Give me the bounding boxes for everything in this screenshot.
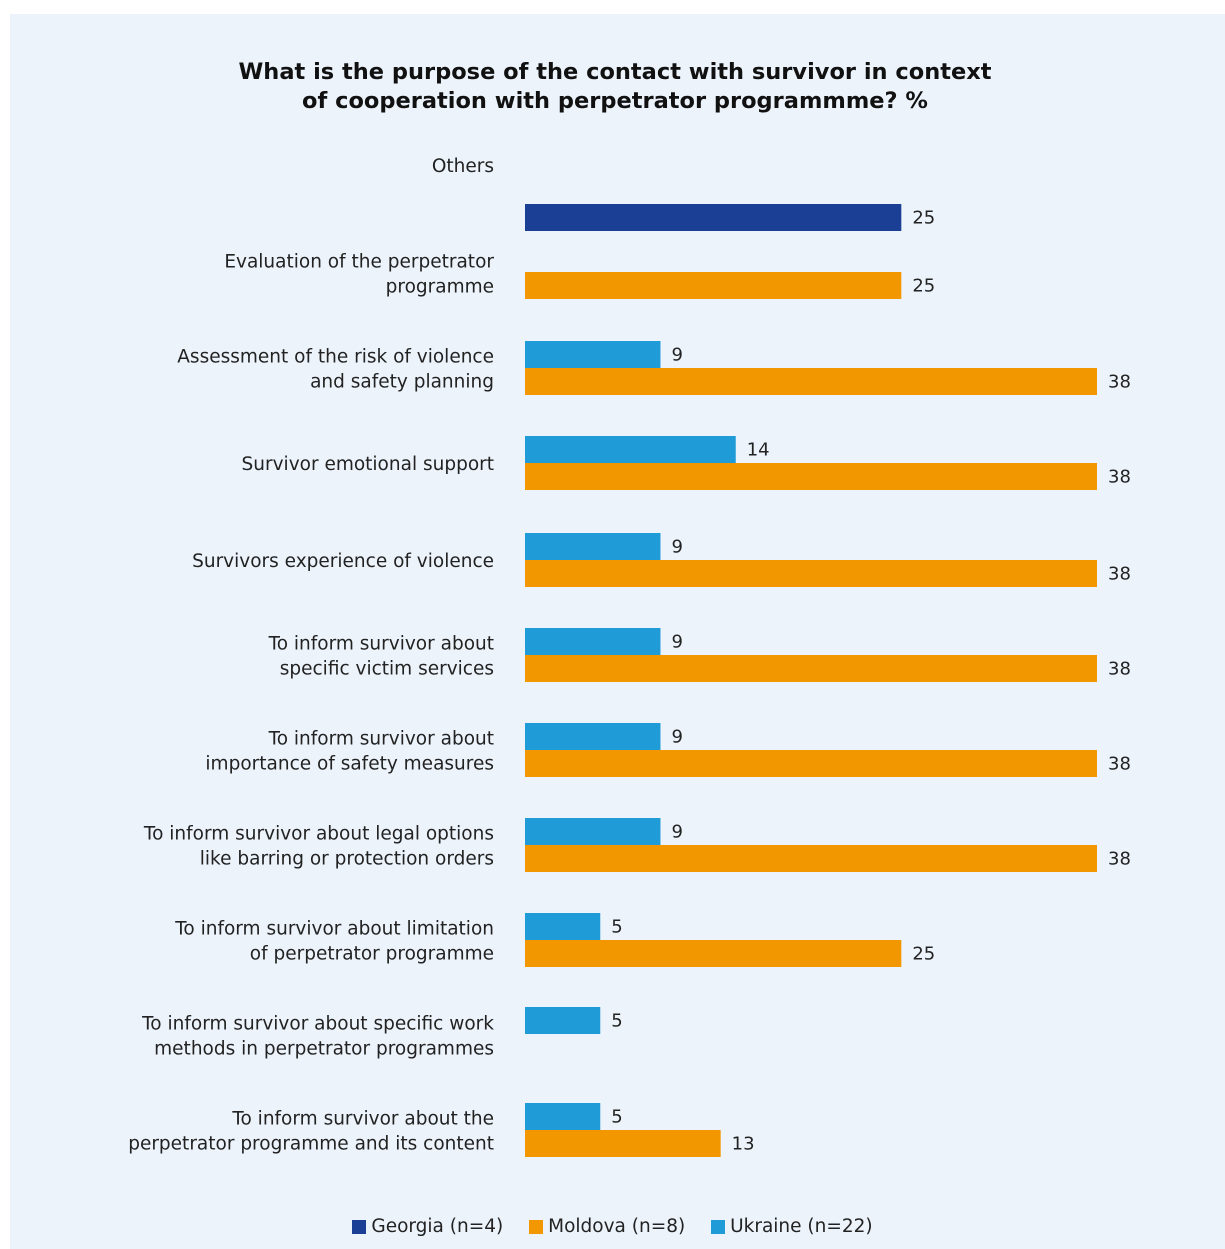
legend: Georgia (n=4) Moldova (n=8) Ukraine (n=2… bbox=[0, 1216, 1225, 1239]
category-label-assessment-of-the-risk-of-violence-and-safety-planning-line-2: and safety planning bbox=[310, 372, 494, 393]
value-label-ukraine-survivor-emotional-support: 14 bbox=[747, 440, 770, 461]
category-label-to-inform-survivor-about-legal-options-like-barring-or-protection-orders-line-1: To inform survivor about legal options bbox=[143, 824, 494, 845]
category-label-to-inform-survivor-about-the-perpetrator-programme-and-its-content-line-2: perpetrator programme and its content bbox=[128, 1134, 494, 1155]
value-label-moldova-survivors-experience-of-violence: 38 bbox=[1108, 564, 1131, 585]
value-label-moldova-assessment-of-the-risk-of-violence-and-safety-planning: 38 bbox=[1108, 372, 1131, 393]
bar-ukraine-assessment-of-the-risk-of-violence-and-safety-planning bbox=[525, 341, 661, 368]
legend-swatch-georgia bbox=[352, 1219, 367, 1234]
value-label-ukraine-to-inform-survivor-about-legal-options-like-barring-or-protection-orders: 9 bbox=[671, 822, 682, 843]
legend-label-ukraine: Ukraine (n=22) bbox=[730, 1216, 873, 1237]
category-label-evaluation-of-the-perpetrator-programme-line-2: programme bbox=[386, 277, 494, 298]
value-label-ukraine-to-inform-survivor-about-importance-of-safety-measures: 9 bbox=[671, 727, 682, 748]
bar-moldova-to-inform-survivor-about-specific-victim-services bbox=[525, 655, 1097, 682]
value-label-moldova-to-inform-survivor-about-legal-options-like-barring-or-protection-orders: 38 bbox=[1108, 849, 1131, 870]
bar-ukraine-to-inform-survivor-about-specific-victim-services bbox=[525, 628, 661, 655]
category-label-to-inform-survivor-about-specific-victim-services-line-1: To inform survivor about bbox=[268, 634, 494, 655]
value-label-ukraine-to-inform-survivor-about-the-perpetrator-programme-and-its-content: 5 bbox=[611, 1107, 622, 1128]
category-label-survivor-emotional-support-line-1: Survivor emotional support bbox=[242, 454, 494, 475]
legend-item-georgia: Georgia (n=4) bbox=[352, 1216, 503, 1237]
chart-title-line-2: of cooperation with perpetrator programm… bbox=[302, 88, 928, 114]
bar-moldova-to-inform-survivor-about-legal-options-like-barring-or-protection-orders bbox=[525, 845, 1097, 872]
bar-moldova-evaluation-of-the-perpetrator-programme bbox=[525, 272, 902, 299]
value-label-ukraine-assessment-of-the-risk-of-violence-and-safety-planning: 9 bbox=[671, 345, 682, 366]
chart-title-line-1: What is the purpose of the contact with … bbox=[238, 59, 992, 85]
value-label-georgia-others: 25 bbox=[912, 208, 935, 229]
category-label-to-inform-survivor-about-importance-of-safety-measures-line-2: importance of safety measures bbox=[205, 754, 494, 775]
value-label-moldova-to-inform-survivor-about-importance-of-safety-measures: 38 bbox=[1108, 754, 1131, 775]
bar-moldova-to-inform-survivor-about-limitation-of-perpetrator-programme bbox=[525, 940, 902, 967]
value-label-ukraine-to-inform-survivor-about-limitation-of-perpetrator-programme: 5 bbox=[611, 917, 622, 938]
category-label-to-inform-survivor-about-specific-work-methods-in-perpetrator-programmes-line-2: methods in perpetrator programmes bbox=[154, 1039, 494, 1060]
category-label-others-line-1: Others bbox=[432, 156, 494, 177]
chart-title: What is the purpose of the contact with … bbox=[120, 58, 1110, 116]
bar-moldova-to-inform-survivor-about-importance-of-safety-measures bbox=[525, 750, 1097, 777]
bar-ukraine-survivors-experience-of-violence bbox=[525, 533, 661, 560]
legend-label-moldova: Moldova (n=8) bbox=[548, 1216, 686, 1237]
legend-swatch-ukraine bbox=[711, 1219, 726, 1234]
value-label-moldova-to-inform-survivor-about-limitation-of-perpetrator-programme: 25 bbox=[912, 944, 935, 965]
legend-item-moldova: Moldova (n=8) bbox=[529, 1216, 685, 1237]
bar-ukraine-to-inform-survivor-about-specific-work-methods-in-perpetrator-programmes bbox=[525, 1007, 601, 1034]
category-label-survivors-experience-of-violence-line-1: Survivors experience of violence bbox=[192, 551, 494, 572]
bar-ukraine-to-inform-survivor-about-limitation-of-perpetrator-programme bbox=[525, 913, 601, 940]
bar-georgia-others bbox=[525, 204, 902, 231]
value-label-moldova-evaluation-of-the-perpetrator-programme: 25 bbox=[912, 276, 935, 297]
category-label-to-inform-survivor-about-limitation-of-perpetrator-programme-line-1: To inform survivor about limitation bbox=[174, 919, 494, 940]
legend-label-georgia: Georgia (n=4) bbox=[371, 1216, 504, 1237]
category-label-to-inform-survivor-about-the-perpetrator-programme-and-its-content-line-1: To inform survivor about the bbox=[231, 1109, 494, 1130]
value-label-ukraine-to-inform-survivor-about-specific-victim-services: 9 bbox=[671, 632, 682, 653]
bar-moldova-assessment-of-the-risk-of-violence-and-safety-planning bbox=[525, 368, 1097, 395]
category-label-to-inform-survivor-about-specific-work-methods-in-perpetrator-programmes-line-1: To inform survivor about specific work bbox=[141, 1014, 494, 1035]
legend-swatch-moldova bbox=[529, 1219, 544, 1234]
bar-moldova-survivor-emotional-support bbox=[525, 463, 1097, 490]
bar-ukraine-to-inform-survivor-about-the-perpetrator-programme-and-its-content bbox=[525, 1103, 601, 1130]
bar-moldova-to-inform-survivor-about-the-perpetrator-programme-and-its-content bbox=[525, 1130, 721, 1157]
value-label-moldova-to-inform-survivor-about-the-perpetrator-programme-and-its-content: 13 bbox=[732, 1134, 755, 1155]
bar-ukraine-to-inform-survivor-about-importance-of-safety-measures bbox=[525, 723, 661, 750]
legend-item-ukraine: Ukraine (n=22) bbox=[711, 1216, 873, 1237]
category-label-to-inform-survivor-about-specific-victim-services-line-2: specific victim services bbox=[280, 659, 494, 680]
bar-ukraine-to-inform-survivor-about-legal-options-like-barring-or-protection-orders bbox=[525, 818, 661, 845]
value-label-ukraine-to-inform-survivor-about-specific-work-methods-in-perpetrator-programmes: 5 bbox=[611, 1011, 622, 1032]
bar-ukraine-survivor-emotional-support bbox=[525, 436, 736, 463]
category-label-to-inform-survivor-about-legal-options-like-barring-or-protection-orders-line-2: like barring or protection orders bbox=[200, 849, 494, 870]
category-label-evaluation-of-the-perpetrator-programme-line-1: Evaluation of the perpetrator bbox=[224, 252, 494, 273]
category-label-to-inform-survivor-about-limitation-of-perpetrator-programme-line-2: of perpetrator programme bbox=[250, 944, 494, 965]
category-label-to-inform-survivor-about-importance-of-safety-measures-line-1: To inform survivor about bbox=[268, 729, 494, 750]
category-label-assessment-of-the-risk-of-violence-and-safety-planning-line-1: Assessment of the risk of violence bbox=[177, 347, 494, 368]
value-label-moldova-to-inform-survivor-about-specific-victim-services: 38 bbox=[1108, 659, 1131, 680]
bar-moldova-survivors-experience-of-violence bbox=[525, 560, 1097, 587]
value-label-ukraine-survivors-experience-of-violence: 9 bbox=[671, 537, 682, 558]
value-label-moldova-survivor-emotional-support: 38 bbox=[1108, 467, 1131, 488]
